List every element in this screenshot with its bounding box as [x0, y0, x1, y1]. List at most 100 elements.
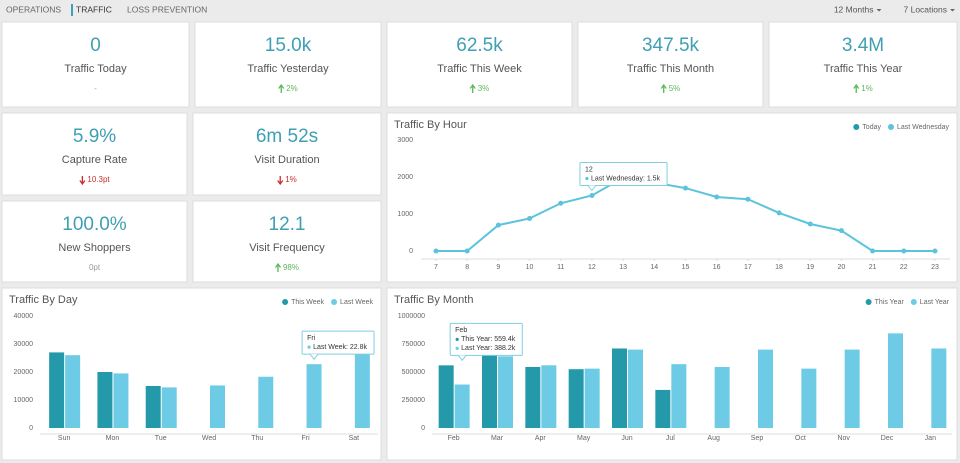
- bar[interactable]: [525, 366, 541, 428]
- tooltip-title: Fri: [307, 335, 316, 342]
- filter-dropdown[interactable]: 7 Locations: [904, 4, 947, 14]
- kpi-value: 347.5k: [642, 35, 700, 56]
- bar[interactable]: [454, 384, 470, 428]
- nav-tab[interactable]: LOSS PREVENTION: [127, 4, 207, 14]
- data-point[interactable]: [807, 221, 813, 227]
- x-tick-label: 23: [931, 264, 939, 271]
- data-point[interactable]: [870, 248, 876, 254]
- bar[interactable]: [498, 356, 513, 428]
- bar[interactable]: [97, 372, 113, 428]
- kpi-delta: 2%: [286, 84, 298, 93]
- kpi-delta: 3%: [478, 84, 490, 93]
- bar[interactable]: [568, 369, 584, 428]
- legend-marker: [282, 299, 289, 305]
- bar[interactable]: [931, 348, 947, 428]
- tooltip-pointer: [457, 355, 467, 362]
- legend-label[interactable]: Last Wednesday: [897, 124, 950, 131]
- x-tick-label: Mar: [491, 435, 504, 442]
- chart-title: Traffic By Hour: [394, 119, 467, 131]
- tooltip-line: Last Wednesday: 1.5k: [591, 175, 661, 182]
- bar[interactable]: [671, 364, 687, 428]
- data-point[interactable]: [838, 228, 844, 234]
- legend-marker: [887, 124, 894, 130]
- legend-marker: [865, 299, 872, 305]
- kpi-label: Traffic Yesterday: [247, 63, 329, 75]
- bar[interactable]: [758, 349, 773, 428]
- legend-label[interactable]: Today: [862, 124, 881, 131]
- chart-title: Traffic By Day: [9, 294, 78, 306]
- caret: [950, 9, 955, 12]
- kpi-delta: 98%: [283, 263, 299, 272]
- bar[interactable]: [628, 349, 643, 428]
- bar[interactable]: [145, 386, 161, 428]
- data-point[interactable]: [495, 222, 501, 228]
- chart-title: Traffic By Month: [394, 294, 473, 306]
- kpi-delta: 1%: [285, 175, 297, 184]
- bar[interactable]: [438, 365, 454, 428]
- bar[interactable]: [655, 389, 671, 428]
- data-point[interactable]: [714, 194, 720, 200]
- x-tick-label: Aug: [707, 435, 720, 442]
- kpi-label: New Shoppers: [58, 242, 131, 254]
- kpi-label: Traffic This Month: [627, 63, 714, 75]
- x-tick-label: 19: [806, 264, 814, 271]
- data-point[interactable]: [932, 248, 938, 254]
- kpi-value: 3.4M: [842, 35, 884, 56]
- bar[interactable]: [584, 368, 600, 428]
- nav-tab[interactable]: TRAFFIC: [76, 4, 112, 14]
- bar[interactable]: [113, 373, 129, 428]
- x-tick-label: 18: [775, 264, 783, 271]
- bar[interactable]: [306, 364, 322, 428]
- bar[interactable]: [844, 349, 860, 428]
- bar[interactable]: [801, 368, 817, 428]
- caret: [876, 9, 882, 12]
- chart-card: [386, 112, 958, 283]
- data-point[interactable]: [683, 185, 688, 191]
- data-point[interactable]: [589, 193, 595, 198]
- data-point[interactable]: [527, 215, 533, 221]
- data-point[interactable]: [901, 248, 907, 254]
- data-point[interactable]: [464, 248, 470, 254]
- x-tick-label: 9: [496, 264, 500, 271]
- tooltip-pointer: [587, 185, 597, 192]
- legend-label[interactable]: Last Year: [920, 299, 950, 306]
- trend-arrow: [469, 83, 476, 93]
- y-tick-label: 30000: [14, 341, 34, 348]
- bar[interactable]: [482, 354, 497, 428]
- bar[interactable]: [49, 352, 65, 428]
- kpi-card: [192, 200, 382, 283]
- legend-label[interactable]: Last Week: [340, 299, 373, 306]
- bar[interactable]: [65, 355, 81, 428]
- legend-label[interactable]: This Year: [875, 299, 905, 306]
- data-point[interactable]: [776, 210, 782, 216]
- trend-arrow: [660, 83, 667, 93]
- bar[interactable]: [612, 348, 627, 428]
- filter-dropdown[interactable]: 12 Months: [834, 4, 874, 14]
- x-tick-label: 11: [557, 264, 564, 271]
- x-tick-label: Mon: [106, 435, 120, 442]
- bar[interactable]: [161, 387, 177, 428]
- tooltip-title: 12: [585, 166, 593, 173]
- data-point[interactable]: [558, 200, 564, 206]
- kpi-value: 12.1: [269, 214, 306, 235]
- data-point[interactable]: [433, 248, 439, 254]
- nav-bar: [0, 0, 960, 20]
- kpi-label: Visit Frequency: [249, 242, 325, 254]
- tooltip: [579, 162, 668, 186]
- trend-arrow: [278, 83, 285, 93]
- y-tick-label: 0: [409, 248, 413, 255]
- y-tick-label: 10000: [14, 397, 34, 404]
- legend-label[interactable]: This Week: [291, 299, 324, 306]
- bar[interactable]: [354, 341, 370, 428]
- bar[interactable]: [541, 365, 557, 428]
- kpi-value: 100.0%: [62, 214, 127, 235]
- kpi-card: [1, 200, 188, 283]
- bar[interactable]: [210, 385, 225, 428]
- bar[interactable]: [888, 333, 903, 428]
- tooltip-title: Feb: [455, 327, 467, 334]
- trend-arrow: [79, 176, 86, 186]
- data-point[interactable]: [745, 196, 751, 202]
- bar[interactable]: [714, 366, 730, 428]
- bar[interactable]: [258, 376, 274, 428]
- nav-tab[interactable]: OPERATIONS: [6, 4, 61, 14]
